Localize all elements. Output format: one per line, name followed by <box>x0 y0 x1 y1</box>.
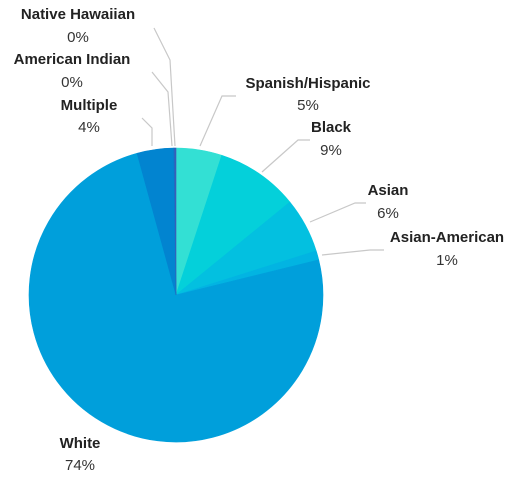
slice-value-native-hawaiian: 0% <box>67 29 89 46</box>
labels-layer: Spanish/Hispanic 5% Black 9% Asian 6% Asian-Am… <box>14 6 504 474</box>
slice-label-asian-american: Asian-American <box>390 229 504 246</box>
slice-value-asian: 6% <box>377 205 399 222</box>
leader-line-black <box>261 139 310 173</box>
slice-value-spanish-hispanic: 5% <box>297 97 319 114</box>
slice-value-multiple: 4% <box>78 119 100 136</box>
slice-label-spanish-hispanic: Spanish/Hispanic <box>245 75 370 92</box>
slice-value-american-indian: 0% <box>61 74 83 91</box>
slice-value-white: 74% <box>65 457 95 474</box>
pie-slice-black <box>175 154 291 296</box>
slice-label-white: White <box>60 435 101 452</box>
slice-value-black: 9% <box>320 142 342 159</box>
slice-label-black: Black <box>311 119 352 136</box>
leader-line-american-indian <box>151 71 173 147</box>
slices-layer <box>28 147 324 443</box>
slice-label-native-hawaiian: Native Hawaiian <box>21 6 135 23</box>
slice-label-american-indian: American Indian <box>14 51 131 68</box>
leader-line-native-hawaiian <box>153 27 176 147</box>
leader-line-multiple <box>141 117 153 146</box>
slice-value-asian-american: 1% <box>436 252 458 269</box>
leader-lines-layer <box>141 27 384 256</box>
slice-label-asian: Asian <box>368 182 409 199</box>
pie-slice-native-hawaiian <box>174 147 177 296</box>
slice-label-multiple: Multiple <box>61 97 118 114</box>
leader-line-spanish-hispanic <box>199 95 236 147</box>
pie-slice-white <box>28 152 324 443</box>
leader-line-asian-american <box>321 249 384 256</box>
leader-line-asian <box>309 202 366 223</box>
